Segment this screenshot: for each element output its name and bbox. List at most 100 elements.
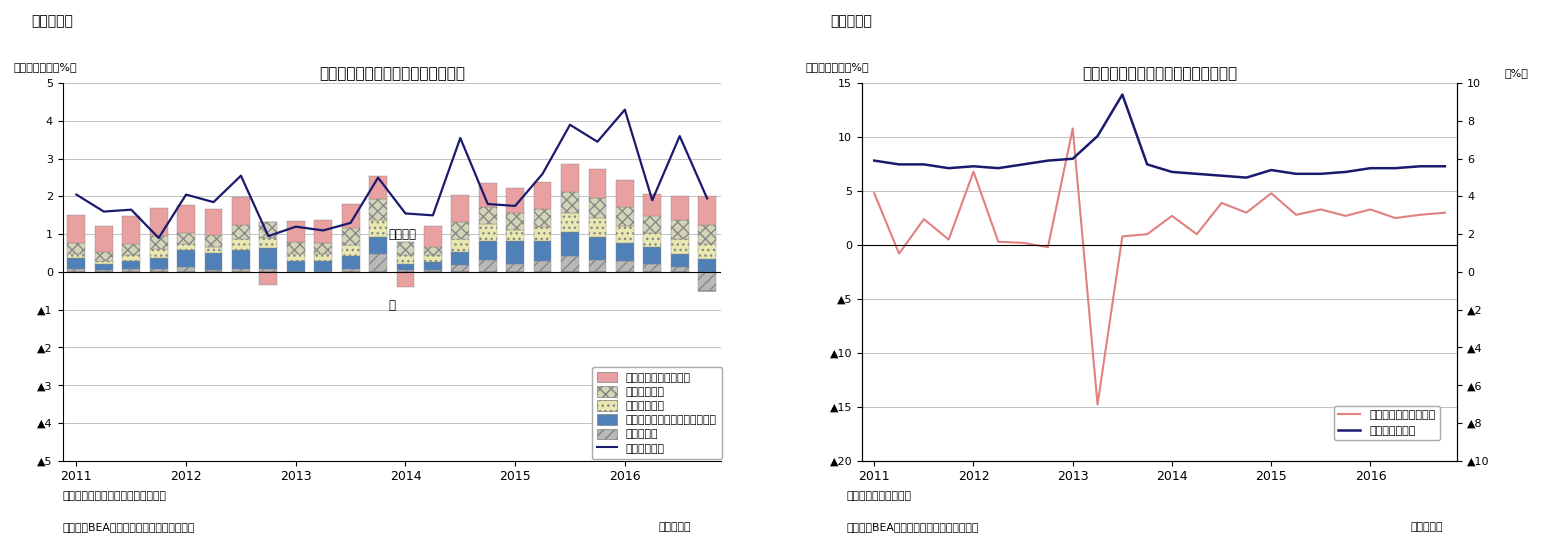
Text: （注）季節調整済系列の前期比年率: （注）季節調整済系列の前期比年率 <box>63 492 166 502</box>
Bar <box>342 269 359 272</box>
Text: （四半期）: （四半期） <box>1410 522 1443 532</box>
Bar <box>506 264 523 272</box>
Bar <box>561 231 578 256</box>
Bar <box>425 255 442 262</box>
Bar <box>480 183 497 207</box>
Bar <box>561 164 578 192</box>
Bar <box>315 243 332 254</box>
Bar <box>67 259 85 269</box>
Bar <box>96 270 113 272</box>
Text: （図表３）: （図表３） <box>31 14 74 28</box>
Bar <box>671 239 688 254</box>
Bar <box>150 258 168 269</box>
Bar <box>425 262 442 270</box>
Bar <box>370 237 387 254</box>
Bar <box>561 192 578 213</box>
Text: サービス: サービス <box>389 228 417 241</box>
Bar <box>287 221 304 242</box>
Text: （資料）BEAよりニッセイ基礎研究所作成: （資料）BEAよりニッセイ基礎研究所作成 <box>846 522 978 532</box>
Bar <box>370 254 387 272</box>
Bar <box>616 225 633 243</box>
Bar <box>122 244 139 255</box>
Bar <box>315 254 332 261</box>
Bar <box>96 253 113 261</box>
Bar <box>451 222 469 239</box>
Bar <box>561 213 578 231</box>
Bar <box>177 205 194 233</box>
Legend: サービス（医療除く）, 医療サービス, 非耗久消費財, 耗久消費財（自動車関連除く）, 自動車関連, 実質個人消費: サービス（医療除く）, 医療サービス, 非耗久消費財, 耗久消費財（自動車関連除… <box>592 367 722 459</box>
Bar <box>671 254 688 268</box>
Bar <box>205 246 223 254</box>
Text: （前期比年率、%）: （前期比年率、%） <box>805 62 870 72</box>
Bar <box>451 265 469 272</box>
Title: 米国の実質可処分所得伸び率と貯蓄率: 米国の実質可処分所得伸び率と貯蓄率 <box>1083 65 1236 80</box>
Bar <box>589 169 606 198</box>
Bar <box>177 250 194 268</box>
Bar <box>260 222 277 238</box>
Bar <box>644 194 661 216</box>
Bar <box>342 204 359 228</box>
Bar <box>425 247 442 255</box>
Bar <box>425 226 442 247</box>
Bar <box>480 260 497 272</box>
Bar <box>425 270 442 272</box>
Bar <box>480 207 497 224</box>
Bar <box>699 225 716 244</box>
Bar <box>589 260 606 272</box>
Text: （前期比年率、%）: （前期比年率、%） <box>14 62 77 72</box>
Bar <box>644 234 661 246</box>
Bar <box>370 220 387 237</box>
Bar <box>122 269 139 272</box>
Bar <box>589 198 606 218</box>
Bar <box>534 241 552 261</box>
Bar <box>260 248 277 269</box>
Bar <box>315 220 332 243</box>
Bar <box>616 206 633 225</box>
Bar <box>616 261 633 272</box>
Text: （注）季節調整済系列: （注）季節調整済系列 <box>846 492 910 502</box>
Bar <box>451 252 469 265</box>
Bar <box>534 261 552 272</box>
Bar <box>534 228 552 241</box>
Bar <box>534 182 552 209</box>
Bar <box>616 243 633 261</box>
Bar <box>177 233 194 244</box>
Bar <box>150 249 168 258</box>
Text: （資料）BEAよりニッセイ基礎研究所作成: （資料）BEAよりニッセイ基礎研究所作成 <box>63 522 194 532</box>
Bar <box>287 261 304 272</box>
Bar <box>150 208 168 236</box>
Bar <box>451 239 469 252</box>
Bar <box>396 264 414 270</box>
Bar <box>67 269 85 272</box>
Bar <box>122 261 139 269</box>
Bar <box>644 216 661 234</box>
Bar <box>96 261 113 264</box>
Bar <box>616 180 633 206</box>
Bar <box>370 176 387 199</box>
Bar <box>122 216 139 244</box>
Bar <box>67 243 85 254</box>
Bar <box>205 209 223 235</box>
Bar <box>342 245 359 256</box>
Bar <box>506 241 523 264</box>
Bar <box>232 197 249 225</box>
Bar <box>150 236 168 249</box>
Bar <box>232 250 249 269</box>
Y-axis label: （%）: （%） <box>1504 68 1529 78</box>
Bar <box>150 269 168 272</box>
Text: （図表４）: （図表４） <box>831 14 873 28</box>
Bar <box>671 196 688 220</box>
Bar <box>205 254 223 270</box>
Bar <box>534 209 552 228</box>
Bar <box>342 228 359 245</box>
Bar <box>644 246 661 264</box>
Legend: 実質可処分所得伸び率, 豐蓄率（右軸）: 実質可処分所得伸び率, 豐蓄率（右軸） <box>1334 406 1440 440</box>
Bar <box>506 213 523 230</box>
Bar <box>205 235 223 246</box>
Bar <box>396 270 414 272</box>
Bar <box>205 270 223 272</box>
Bar <box>232 240 249 250</box>
Bar <box>671 220 688 239</box>
Bar <box>260 269 277 272</box>
Bar <box>506 230 523 241</box>
